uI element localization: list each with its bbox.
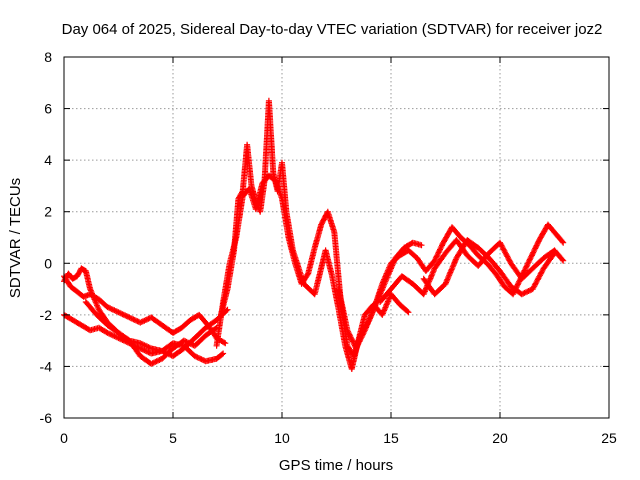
y-tick-label: 6 (44, 101, 52, 117)
y-tick-label: 8 (44, 49, 52, 65)
data-point-markers (82, 299, 231, 360)
y-tick-label: 0 (44, 255, 52, 271)
data-point-markers (420, 237, 558, 298)
y-tick-label: -4 (40, 358, 53, 374)
y-axis-label: SDTVAR / TECUs (7, 178, 24, 298)
y-tick-label: 2 (44, 204, 52, 220)
y-tick-label: -2 (40, 307, 53, 323)
data-series-pass (420, 237, 558, 298)
y-tick-label: 4 (44, 152, 52, 168)
x-tick-label: 5 (169, 430, 177, 446)
x-axis-label: GPS time / hours (279, 457, 393, 474)
data-point-markers (377, 237, 567, 305)
axis-ticks: 0 5 10 15 20 25 -6 -4 -2 0 2 4 6 8 (40, 49, 617, 446)
x-tick-label: 15 (383, 430, 399, 446)
x-tick-label: 25 (601, 430, 617, 446)
x-tick-label: 0 (60, 430, 68, 446)
data-series-pass (82, 299, 231, 360)
y-tick-label: -6 (40, 410, 53, 426)
plot-frame (63, 56, 610, 419)
x-tick-label: 10 (274, 430, 290, 446)
chart-title: Day 064 of 2025, Sidereal Day-to-day VTE… (62, 21, 603, 38)
data-series-pass (377, 237, 567, 305)
x-tick-label: 20 (492, 430, 508, 446)
